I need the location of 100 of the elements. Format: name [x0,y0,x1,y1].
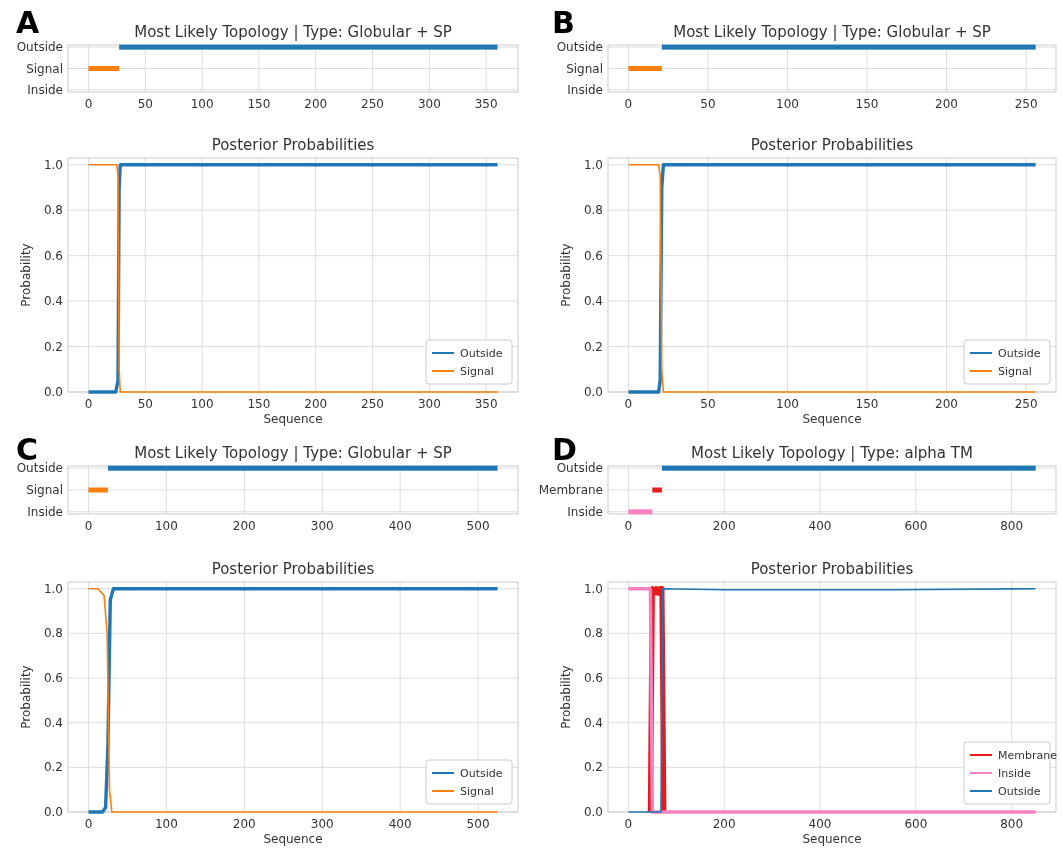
chart-title: Most Likely Topology | Type: Globular + SP [134,23,452,41]
x-tick-label: 0 [84,519,93,533]
legend-label: Signal [460,365,494,378]
y-tick-label: Inside [567,504,603,519]
y-tick-label: 0.4 [583,294,603,309]
x-axis-title: Sequence [802,412,862,426]
legend-label: Outside [998,785,1041,798]
x-tick-label: 0 [84,817,93,831]
x-tick-label: 250 [361,397,384,411]
x-tick-label: 100 [190,397,214,411]
y-tick-label: 0.0 [43,805,63,819]
y-tick-label: 1.0 [43,581,63,596]
y-tick-label: 0.2 [583,339,603,354]
y-tick-label: Outside [16,40,63,55]
x-tick-label: 200 [232,519,256,533]
y-tick-label: Inside [27,82,63,97]
y-tick-label: 0.0 [583,385,603,399]
legend-label: Outside [460,347,503,360]
x-tick-label: 200 [935,397,958,411]
y-tick-label: 0.4 [43,294,63,309]
y-tick-label: 0.4 [583,715,603,730]
x-tick-label: 250 [1014,397,1038,411]
x-tick-label: 100 [776,97,799,111]
y-tick-label: 0.0 [43,385,63,399]
y-axis-title: Probability [19,243,33,307]
y-tick-label: 0.2 [43,339,63,354]
x-tick-label: 150 [855,97,879,111]
y-tick-label: 1.0 [583,581,603,596]
x-tick-label: 50 [137,397,153,411]
x-tick-label: 300 [310,519,334,533]
x-tick-label: 400 [808,817,832,831]
legend-label: Outside [460,767,503,780]
x-tick-label: 0 [84,397,93,411]
y-tick-label: Outside [556,461,603,476]
y-tick-label: Inside [567,82,603,97]
x-tick-label: 150 [247,397,271,411]
y-tick-label: Signal [26,61,63,76]
y-tick-label: 0.2 [583,760,603,775]
y-tick-label: Outside [556,40,603,55]
chart-title: Posterior Probabilities [750,560,914,578]
x-tick-label: 150 [855,397,879,411]
text: B [552,5,575,40]
y-tick-label: 0.6 [583,248,603,263]
y-axis-title: Probability [559,243,573,307]
x-tick-label: 350 [474,97,498,111]
y-tick-label: 0.6 [43,248,63,263]
y-tick-label: 1.0 [43,157,63,172]
x-tick-label: 400 [388,519,412,533]
x-tick-label: 500 [466,817,490,831]
x-tick-label: 50 [700,97,716,111]
x-tick-label: 200 [712,519,736,533]
chart-title: Most Likely Topology | Type: alpha TM [691,444,973,462]
y-tick-label: Inside [27,504,63,519]
x-tick-label: 100 [776,397,799,411]
x-tick-label: 200 [712,817,736,831]
y-tick-label: 0.6 [43,671,63,686]
y-tick-label: 0.8 [43,203,63,218]
x-tick-label: 600 [904,519,928,533]
chart-title: Most Likely Topology | Type: Globular + SP [673,23,991,41]
y-tick-label: Signal [566,61,603,76]
x-tick-label: 0 [624,817,633,831]
x-tick-label: 100 [154,817,178,831]
x-tick-label: 50 [700,397,716,411]
x-axis-title: Sequence [263,832,323,846]
y-tick-label: 0.2 [43,760,63,775]
x-tick-label: 200 [232,817,256,831]
x-tick-label: 400 [388,817,412,831]
y-axis-title: Probability [19,665,33,729]
x-tick-label: 300 [417,397,441,411]
x-tick-label: 50 [137,97,153,111]
x-tick-label: 400 [808,519,832,533]
x-axis-title: Sequence [802,832,862,846]
chart-title: Posterior Probabilities [211,136,375,154]
legend-label: Outside [998,347,1041,360]
y-tick-label: 1.0 [583,157,603,172]
x-tick-label: 800 [1000,817,1024,831]
legend-label: Signal [460,785,494,798]
x-axis-title: Sequence [263,412,323,426]
y-tick-label: Signal [26,483,63,497]
y-tick-label: 0.8 [43,626,63,641]
y-tick-label: Outside [16,461,63,476]
x-tick-label: 250 [1014,97,1038,111]
y-tick-label: 0.0 [583,805,603,819]
legend-label: Signal [998,365,1032,378]
x-tick-label: 800 [1000,519,1024,533]
x-tick-label: 300 [417,97,441,111]
text: A [16,5,40,40]
legend-label: Membrane [998,749,1058,762]
y-axis-title: Probability [559,665,573,729]
chart-title: Posterior Probabilities [211,560,375,578]
x-tick-label: 300 [310,817,334,831]
x-tick-label: 500 [466,519,490,533]
x-tick-label: 100 [154,519,178,533]
x-tick-label: 350 [474,397,498,411]
y-tick-label: 0.8 [583,203,603,218]
x-tick-label: 200 [304,97,328,111]
x-tick-label: 250 [361,97,384,111]
x-tick-label: 0 [84,97,93,111]
x-tick-label: 150 [247,97,271,111]
chart-title: Posterior Probabilities [750,136,914,154]
